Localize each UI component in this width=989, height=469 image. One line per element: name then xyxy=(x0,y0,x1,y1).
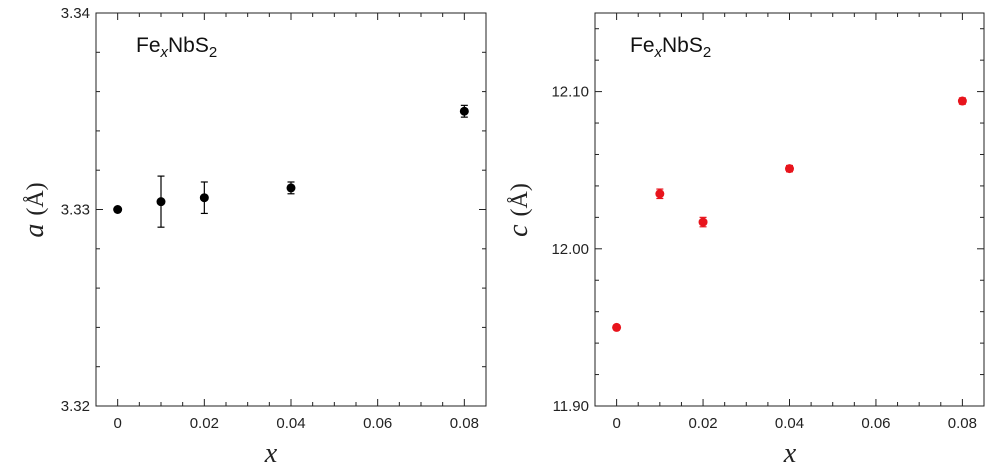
marker xyxy=(785,164,794,174)
x-tick-label: 0.02 xyxy=(190,415,219,432)
tick-labels: 0 0.02 0.04 0.06 0.08 11.90 12.00 12.10 xyxy=(551,84,977,432)
y-axis-title: a(Å) xyxy=(19,182,50,237)
marker xyxy=(459,106,469,116)
data-point xyxy=(286,181,296,195)
y-tick-label: 11.90 xyxy=(553,398,589,415)
y-tick-label: 3.34 xyxy=(61,5,90,22)
marker xyxy=(113,205,123,214)
data-point xyxy=(785,164,794,174)
tick-labels: 0 0.02 0.04 0.06 0.08 3.32 3.33 3.34 xyxy=(61,5,479,432)
y-axis-title: c(Å) xyxy=(503,183,534,237)
marker xyxy=(655,189,665,199)
marker xyxy=(199,193,209,203)
marker xyxy=(612,322,622,332)
x-tick-label: 0.02 xyxy=(688,415,717,432)
chart-title: FexNbS2 xyxy=(136,34,217,61)
axis-ticks xyxy=(96,12,486,407)
x-tick-label: 0 xyxy=(612,415,620,432)
data-point xyxy=(156,175,166,228)
y-tick-label: 12.00 xyxy=(551,241,589,258)
y-tick-label: 3.33 xyxy=(61,202,90,219)
data-point xyxy=(655,188,665,200)
x-axis-title: x xyxy=(264,438,278,469)
x-tick-label: 0.08 xyxy=(948,415,977,432)
data-point xyxy=(612,322,622,332)
lattice-c-chart: FexNbS2 c(Å) x 0 0.02 0.04 0.06 0.08 11.90 12.… xyxy=(503,12,985,469)
x-tick-label: 0.06 xyxy=(363,415,392,432)
x-tick-label: 0.04 xyxy=(276,415,305,432)
marker xyxy=(957,96,967,106)
chart-title: FexNbS2 xyxy=(630,34,711,61)
plot-frame xyxy=(95,12,487,407)
x-tick-label: 0.04 xyxy=(775,415,804,432)
plot-frame xyxy=(594,12,985,407)
data-point xyxy=(113,205,123,214)
data-points xyxy=(612,96,967,332)
marker xyxy=(156,197,166,207)
data-point xyxy=(199,181,209,215)
y-tick-label: 3.32 xyxy=(61,398,90,415)
x-axis-title: x xyxy=(783,438,797,469)
lattice-a-chart: FexNbS2 a(Å) x 0 0.02 0.04 0.06 0.08 3.32 3.33… xyxy=(19,5,487,469)
x-tick-label: 0.08 xyxy=(450,415,479,432)
axis-ticks xyxy=(595,13,984,407)
y-tick-label: 12.10 xyxy=(551,84,589,101)
data-point xyxy=(957,96,967,106)
x-tick-label: 0.06 xyxy=(861,415,890,432)
marker xyxy=(698,217,708,227)
data-points xyxy=(113,104,469,228)
x-tick-label: 0 xyxy=(113,415,121,432)
marker xyxy=(286,183,296,193)
data-point xyxy=(698,216,708,228)
data-point xyxy=(459,104,469,118)
